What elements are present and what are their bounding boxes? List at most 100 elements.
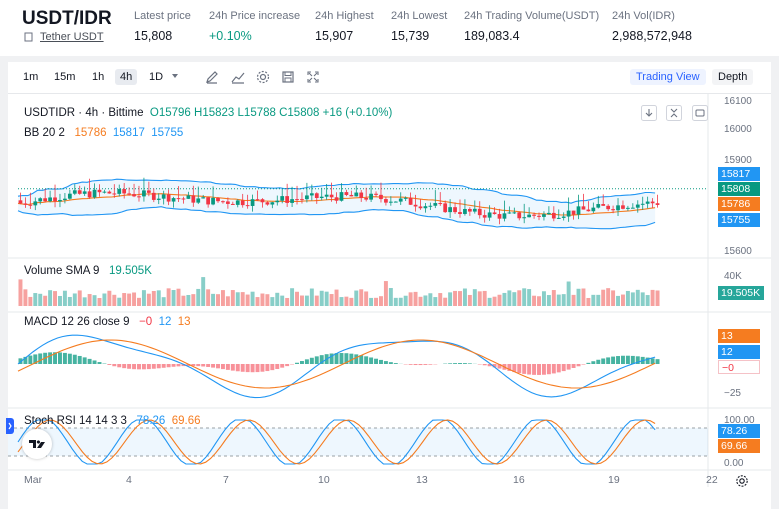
candle-body <box>102 191 107 193</box>
candle-body <box>369 193 373 200</box>
volume-bar <box>211 293 216 306</box>
volume-bar <box>369 297 374 306</box>
candle-body <box>423 206 428 209</box>
candle-body <box>33 201 38 206</box>
macd-histogram-bar <box>275 364 280 369</box>
candle-body <box>290 199 294 203</box>
candle-body <box>63 198 67 200</box>
chart-settings-icon[interactable] <box>735 474 749 488</box>
candle-body <box>245 205 250 207</box>
volume-bar <box>107 290 112 306</box>
timeframe-1d[interactable]: 1D <box>149 71 164 83</box>
volume-bar <box>492 296 497 306</box>
macd-histogram-bar <box>423 364 428 365</box>
candle-body <box>132 194 136 197</box>
trading-view-button[interactable]: Trading View <box>630 69 706 85</box>
macd-histogram-bar <box>379 359 383 364</box>
volume-bar <box>379 296 383 306</box>
candle-body <box>77 190 82 194</box>
volume-bar <box>640 292 645 306</box>
macd-histogram-bar <box>137 364 141 370</box>
macd-histogram-bar <box>517 364 522 374</box>
candle-body <box>640 203 645 205</box>
pair-subtitle-link[interactable]: Tether USDT <box>40 31 104 43</box>
volume-bar <box>606 288 611 306</box>
pencil-icon[interactable] <box>204 69 220 85</box>
volume-bar <box>137 297 141 306</box>
volume-bar <box>423 295 428 306</box>
line-chart-icon[interactable] <box>230 69 246 85</box>
candle-body <box>329 194 334 198</box>
macd-histogram-bar <box>625 355 630 364</box>
candle-body <box>630 207 635 209</box>
depth-button[interactable]: Depth <box>712 69 754 85</box>
expand-side-panel-tab[interactable] <box>6 418 14 434</box>
volume-bar <box>181 295 186 306</box>
macd-histogram-bar <box>92 360 97 364</box>
macd-histogram-bar <box>601 358 606 364</box>
price-chart[interactable] <box>8 62 771 509</box>
candle-body <box>28 204 33 206</box>
candle-body <box>621 205 625 209</box>
volume-bar <box>127 293 132 306</box>
timeframe-4h[interactable]: 4h <box>115 69 138 85</box>
timeframe-15m[interactable]: 15m <box>54 71 76 83</box>
timeframe-1h[interactable]: 1h <box>92 71 105 83</box>
candle-body <box>211 197 215 205</box>
candle-body <box>492 212 497 215</box>
candle-body <box>551 212 556 219</box>
volume-bar <box>275 292 280 306</box>
macd-histogram-bar <box>107 364 112 365</box>
volume-bar <box>112 294 117 306</box>
volume-bar <box>201 277 206 306</box>
save-icon[interactable] <box>280 69 296 85</box>
candle-body <box>616 205 620 211</box>
macd-line <box>17 334 656 399</box>
reset-icon[interactable] <box>692 105 708 121</box>
arrow-down-icon[interactable] <box>641 105 657 121</box>
time-tick: 10 <box>318 474 330 486</box>
candle-body <box>67 193 72 199</box>
tradingview-logo[interactable] <box>22 429 52 459</box>
volume-bar <box>77 290 82 306</box>
volume-bar <box>304 295 309 306</box>
candle-body <box>571 210 576 215</box>
candle-body <box>97 189 102 193</box>
candle-body <box>645 201 650 204</box>
volume-bar <box>216 294 220 306</box>
candle-body <box>87 191 92 198</box>
time-tick: 4 <box>126 474 132 486</box>
time-tick: Mar <box>24 474 43 486</box>
volume-bar <box>453 290 458 306</box>
timeframe-1m[interactable]: 1m <box>23 71 39 83</box>
volume-bar <box>556 294 561 306</box>
volume-bar <box>58 295 62 306</box>
chevron-right-icon <box>8 422 12 430</box>
macd-histogram-bar <box>33 354 38 364</box>
volume-bar <box>225 296 230 306</box>
volume-bar <box>161 297 166 306</box>
candle-body <box>181 198 186 200</box>
fullscreen-icon[interactable] <box>305 69 321 85</box>
candle-body <box>146 190 151 193</box>
macd-histogram-bar <box>339 353 344 364</box>
collapse-icon[interactable] <box>666 105 682 121</box>
macd-histogram-bar <box>458 363 462 364</box>
candle-body <box>428 205 433 207</box>
candle-body <box>487 212 492 218</box>
macd-histogram-bar <box>146 364 151 370</box>
candle-body <box>561 216 566 218</box>
settings-icon[interactable] <box>255 69 271 85</box>
candle-body <box>601 204 606 206</box>
macd-histogram-bar <box>161 364 166 368</box>
macd-histogram-bar <box>448 363 453 364</box>
volume-bar <box>176 288 181 306</box>
volume-bar <box>245 294 250 306</box>
stat-latest-price: Latest price 15,808 <box>134 10 191 43</box>
ohlc-legend: USDTIDR · 4h · Bittime O15796 H15823 L15… <box>24 107 393 119</box>
volume-bar <box>645 295 650 306</box>
volume-bar <box>512 292 517 306</box>
chevron-down-icon[interactable] <box>170 71 180 81</box>
volume-bar <box>497 294 502 306</box>
candle-body <box>611 209 615 211</box>
